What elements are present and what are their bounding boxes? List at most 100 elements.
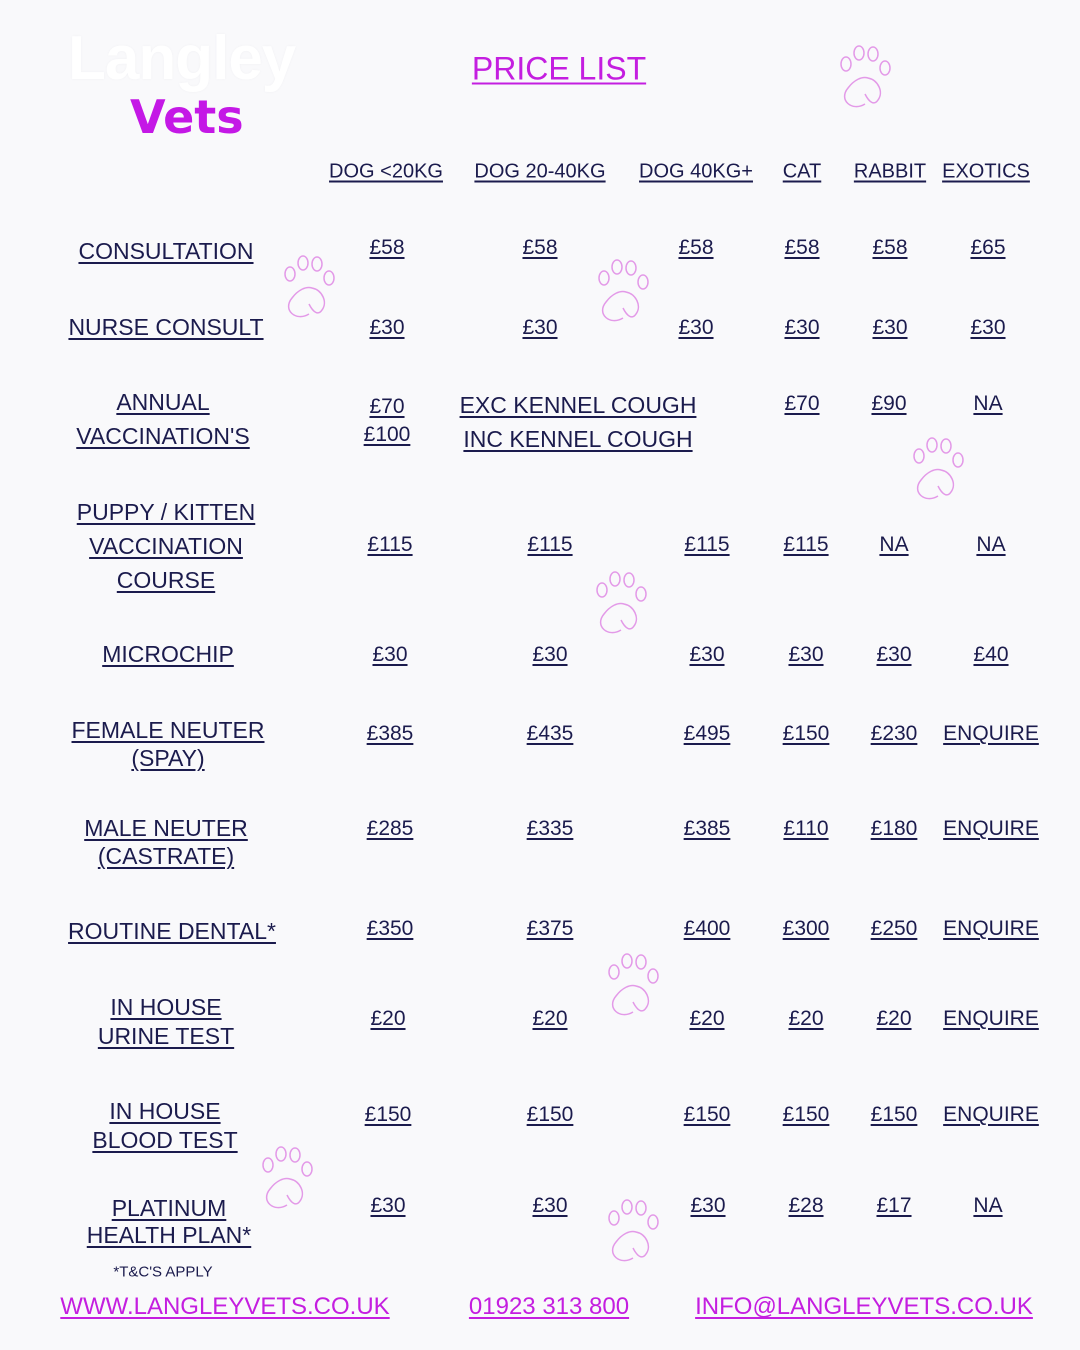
price-cell[interactable]: £65 xyxy=(970,236,1006,259)
price-cell[interactable]: £30 xyxy=(532,1194,568,1217)
price-cell[interactable]: £58 xyxy=(369,236,405,259)
price-cell[interactable]: £150 xyxy=(782,722,830,745)
price-cell[interactable]: ENQUIRE xyxy=(943,917,1039,940)
price-cell[interactable]: £58 xyxy=(522,236,558,259)
column-header[interactable]: DOG 40KG+ xyxy=(639,160,753,183)
paw-print-icon xyxy=(600,952,666,1022)
price-cell[interactable]: NA xyxy=(973,1194,1003,1217)
price-cell[interactable]: £230 xyxy=(870,722,918,745)
column-header[interactable]: EXOTICS xyxy=(942,160,1030,183)
price-cell[interactable]: £150 xyxy=(782,1103,830,1126)
price-cell[interactable]: £28 xyxy=(788,1194,824,1217)
price-cell[interactable]: NA xyxy=(976,533,1006,556)
service-label[interactable]: FEMALE NEUTER xyxy=(71,717,265,743)
price-cell[interactable]: £58 xyxy=(784,236,820,259)
service-label[interactable]: (CASTRATE) xyxy=(97,843,235,869)
column-header[interactable]: DOG 20-40KG xyxy=(474,160,606,183)
price-cell[interactable]: £20 xyxy=(370,1007,406,1030)
price-cell[interactable]: £335 xyxy=(526,817,574,840)
price-cell[interactable]: ENQUIRE xyxy=(943,722,1039,745)
price-cell[interactable]: £17 xyxy=(876,1194,912,1217)
price-cell[interactable]: £115 xyxy=(783,533,829,556)
price-cell[interactable]: £100 xyxy=(363,423,411,446)
price-cell[interactable]: £150 xyxy=(364,1103,412,1126)
price-cell[interactable]: £20 xyxy=(689,1007,725,1030)
price-cell[interactable]: £30 xyxy=(369,316,405,339)
price-cell[interactable]: £180 xyxy=(870,817,918,840)
service-label[interactable]: BLOOD TEST xyxy=(92,1127,238,1153)
service-label[interactable]: PUPPY / KITTEN xyxy=(76,499,256,525)
website-link[interactable]: WWW.LANGLEYVETS.CO.UK xyxy=(60,1293,390,1320)
price-cell[interactable]: £30 xyxy=(788,643,824,666)
price-cell[interactable]: £375 xyxy=(526,917,574,940)
price-cell[interactable]: £58 xyxy=(678,236,714,259)
service-label[interactable]: VACCINATION'S xyxy=(76,423,250,449)
price-cell[interactable]: £115 xyxy=(684,533,730,556)
service-label[interactable]: PLATINUM xyxy=(111,1195,227,1221)
service-label[interactable]: COURSE xyxy=(116,567,216,593)
price-cell[interactable]: £30 xyxy=(970,316,1006,339)
paw-print-icon xyxy=(590,258,656,328)
service-label[interactable]: IN HOUSE xyxy=(110,994,222,1020)
service-label[interactable]: URINE TEST xyxy=(97,1023,235,1049)
price-cell[interactable]: £30 xyxy=(372,643,408,666)
price-cell[interactable]: £40 xyxy=(973,643,1009,666)
price-cell[interactable]: NA xyxy=(973,392,1003,415)
price-cell[interactable]: £385 xyxy=(366,722,414,745)
email-link[interactable]: INFO@LANGLEYVETS.CO.UK xyxy=(695,1293,1033,1320)
price-cell[interactable]: £150 xyxy=(683,1103,731,1126)
price-cell[interactable]: £150 xyxy=(526,1103,574,1126)
service-label[interactable]: ANNUAL xyxy=(116,389,210,415)
price-cell[interactable]: ENQUIRE xyxy=(943,817,1039,840)
price-cell[interactable]: £350 xyxy=(366,917,414,940)
column-header[interactable]: DOG <20KG xyxy=(329,160,443,183)
price-cell[interactable]: £300 xyxy=(782,917,830,940)
price-cell[interactable]: £285 xyxy=(366,817,414,840)
price-cell[interactable]: £30 xyxy=(678,316,714,339)
price-cell[interactable]: £30 xyxy=(690,1194,726,1217)
price-cell[interactable]: £385 xyxy=(683,817,731,840)
price-cell[interactable]: £30 xyxy=(872,316,908,339)
phone-link[interactable]: 01923 313 800 xyxy=(468,1293,630,1320)
price-cell[interactable]: £30 xyxy=(784,316,820,339)
price-cell[interactable]: £30 xyxy=(522,316,558,339)
paw-print-icon xyxy=(276,254,342,324)
service-label[interactable]: ROUTINE DENTAL* xyxy=(68,918,276,944)
service-label[interactable]: MALE NEUTER xyxy=(84,815,248,841)
price-cell[interactable]: £110 xyxy=(783,817,829,840)
price-cell[interactable]: £90 xyxy=(871,392,907,415)
price-cell[interactable]: NA xyxy=(879,533,909,556)
price-cell[interactable]: £115 xyxy=(367,533,413,556)
service-label[interactable]: MICROCHIP xyxy=(102,641,234,667)
price-cell[interactable]: £70 xyxy=(369,395,405,418)
service-label[interactable]: (SPAY) xyxy=(131,745,205,771)
price-cell[interactable]: £30 xyxy=(532,643,568,666)
price-cell[interactable]: £30 xyxy=(370,1194,406,1217)
price-cell[interactable]: £20 xyxy=(876,1007,912,1030)
price-cell[interactable]: £400 xyxy=(683,917,731,940)
price-cell[interactable]: EXC KENNEL COUGH xyxy=(459,392,697,418)
price-cell[interactable]: £150 xyxy=(870,1103,918,1126)
service-label[interactable]: IN HOUSE xyxy=(109,1098,221,1124)
price-cell[interactable]: £250 xyxy=(870,917,918,940)
price-cell[interactable]: £435 xyxy=(526,722,574,745)
service-label[interactable]: HEALTH PLAN* xyxy=(86,1222,252,1248)
price-cell[interactable]: £58 xyxy=(872,236,908,259)
price-cell[interactable]: £30 xyxy=(689,643,725,666)
price-cell[interactable]: £30 xyxy=(876,643,912,666)
column-header[interactable]: CAT xyxy=(782,160,822,183)
price-cell[interactable]: £20 xyxy=(532,1007,568,1030)
service-label[interactable]: CONSULTATION xyxy=(78,238,254,264)
service-label[interactable]: NURSE CONSULT xyxy=(68,314,264,340)
logo-vets: Vets xyxy=(130,90,244,144)
price-cell[interactable]: ENQUIRE xyxy=(943,1103,1039,1126)
price-cell[interactable]: £115 xyxy=(527,533,573,556)
terms-note: *T&C'S APPLY xyxy=(113,1263,213,1281)
price-cell[interactable]: £20 xyxy=(788,1007,824,1030)
price-cell[interactable]: £70 xyxy=(784,392,820,415)
price-cell[interactable]: £495 xyxy=(683,722,731,745)
price-cell[interactable]: INC KENNEL COUGH xyxy=(463,426,693,452)
service-label[interactable]: VACCINATION xyxy=(89,533,243,559)
price-cell[interactable]: ENQUIRE xyxy=(943,1007,1039,1030)
column-header[interactable]: RABBIT xyxy=(853,160,927,183)
